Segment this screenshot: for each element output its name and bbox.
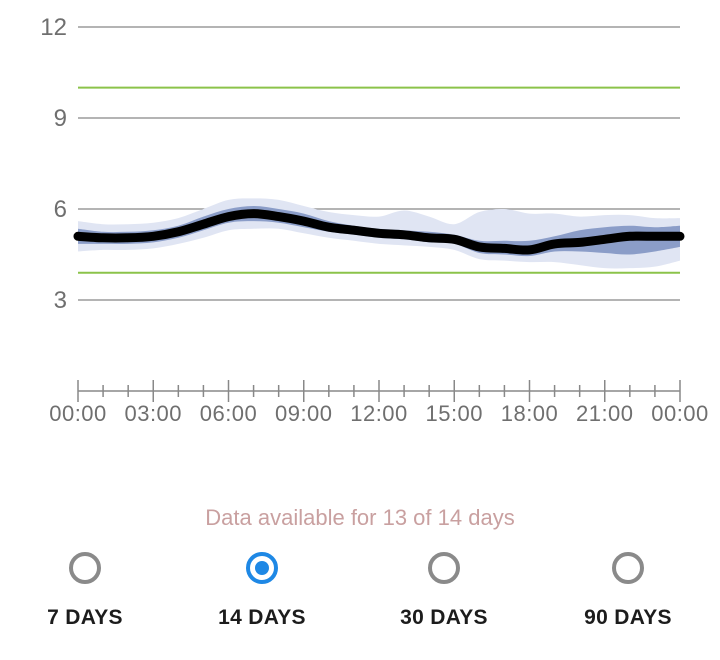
range-label: 7 DAYS (47, 606, 123, 629)
radio-button[interactable] (428, 552, 460, 584)
x-tick-label: 03:00 (124, 401, 182, 426)
radio-button[interactable] (612, 552, 644, 584)
range-label: 30 DAYS (400, 606, 488, 629)
y-tick-label: 6 (54, 196, 67, 223)
x-tick-label: 15:00 (425, 401, 483, 426)
range-option-14-days[interactable]: 14 DAYS (182, 552, 342, 630)
x-tick-label: 00:00 (49, 401, 107, 426)
x-tick-label: 00:00 (651, 401, 709, 426)
x-tick-label: 09:00 (275, 401, 333, 426)
data-availability-text: Data available for 13 of 14 days (205, 505, 515, 530)
gridlines (78, 26, 680, 301)
range-label: 90 DAYS (584, 606, 672, 629)
x-tick-label: 06:00 (200, 401, 258, 426)
y-tick-label: 9 (54, 105, 67, 132)
median-line (73, 209, 685, 255)
x-tick-label: 21:00 (576, 401, 634, 426)
y-tick-label: 3 (54, 287, 67, 314)
y-tick-label: 12 (40, 14, 67, 41)
radio-button[interactable] (69, 552, 101, 584)
x-tick-label: 18:00 (501, 401, 559, 426)
tick-labels: 12 9 6 3 00:00 03:00 06:00 09:00 12:00 15:00 18:00… (40, 14, 708, 426)
x-axis (77, 380, 681, 402)
range-option-30-days[interactable]: 30 DAYS (364, 552, 524, 630)
radio-button[interactable] (246, 552, 278, 584)
range-option-90-days[interactable]: 90 DAYS (548, 552, 708, 630)
median-line-layer (73, 209, 685, 255)
glucose-chart: 12 9 6 3 00:00 03:00 06:00 09:00 12:00 15:00 18:00… (40, 14, 708, 426)
x-tick-label: 12:00 (350, 401, 408, 426)
range-label: 14 DAYS (218, 606, 306, 629)
range-option-7-days[interactable]: 7 DAYS (5, 552, 165, 630)
